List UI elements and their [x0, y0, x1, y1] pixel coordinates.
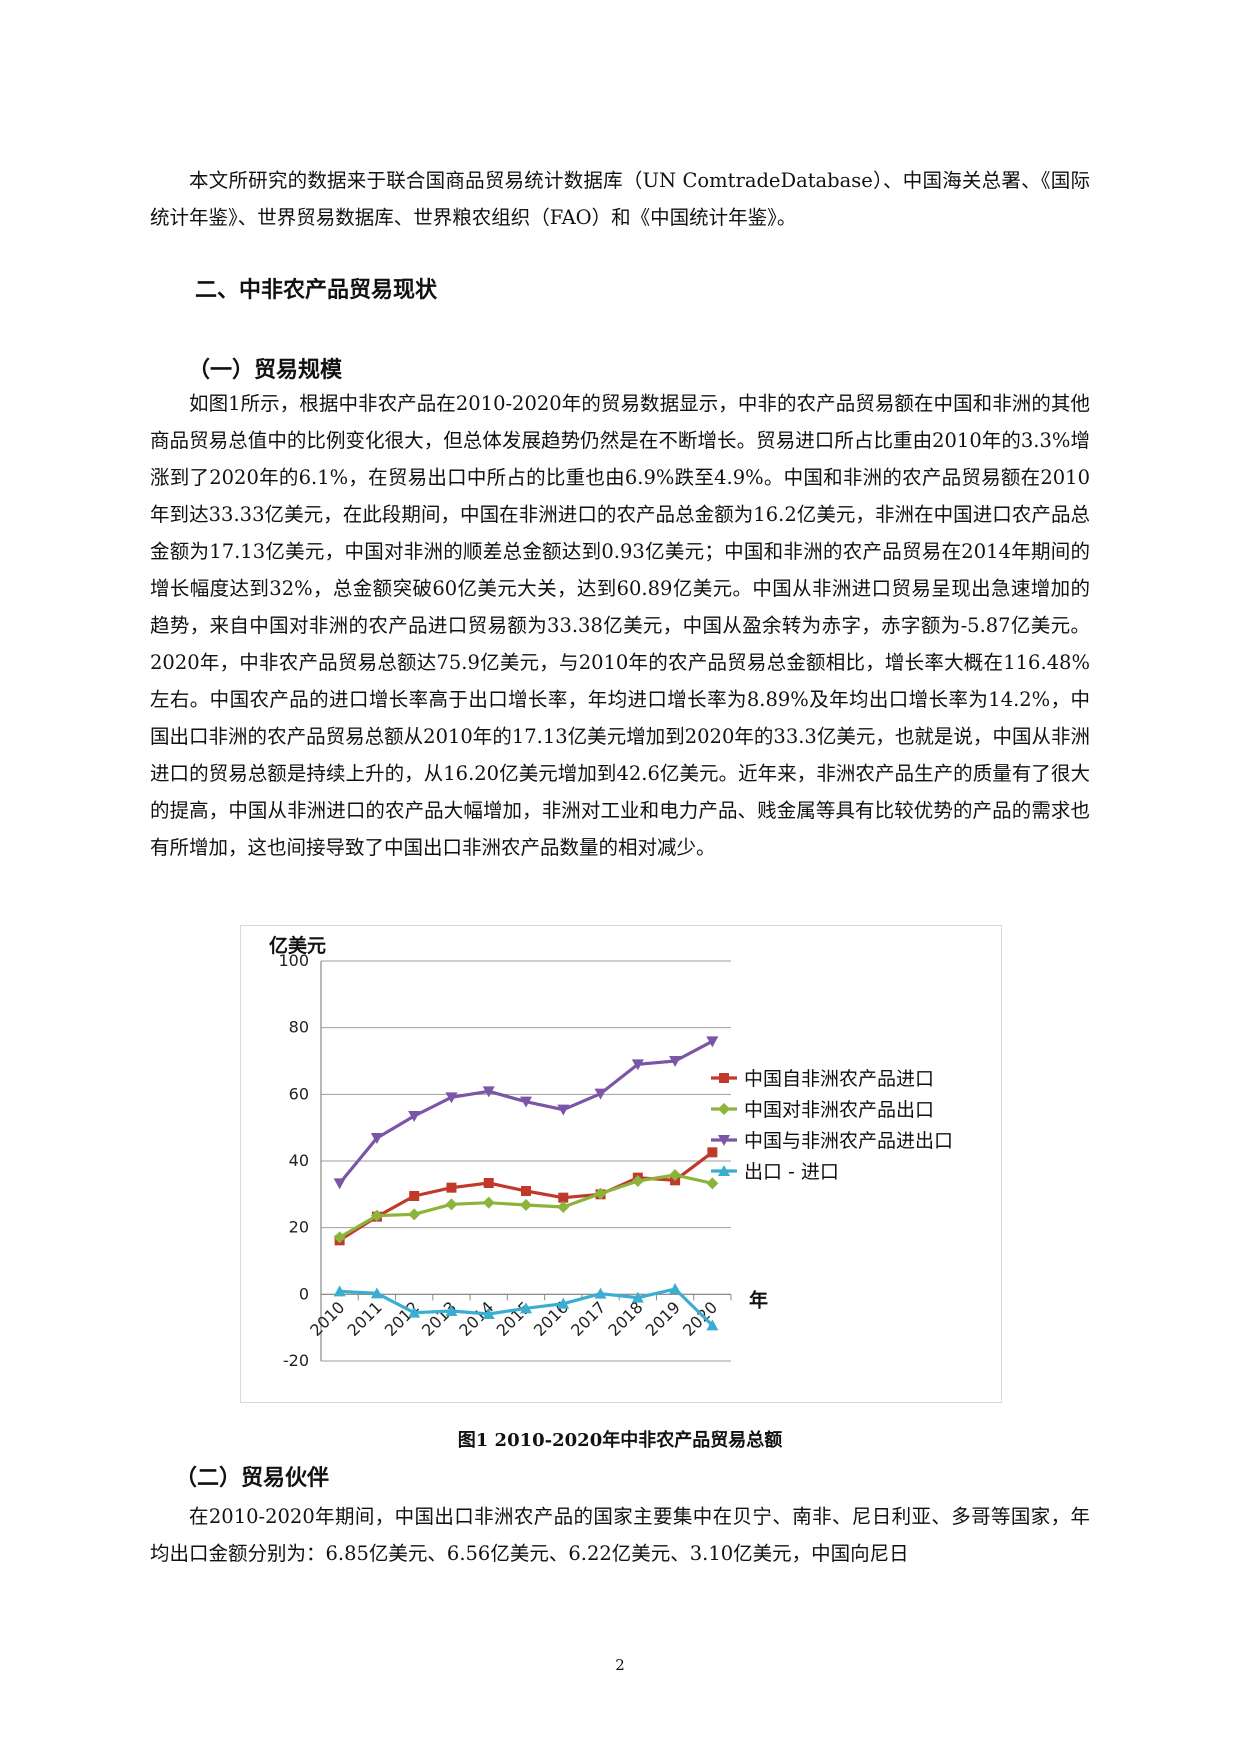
y-tick-label: 40 [289, 1151, 309, 1170]
x-tick-label: 2011 [344, 1298, 386, 1340]
data-point [408, 1208, 421, 1221]
legend-label: 中国自非洲农产品进口 [744, 1068, 934, 1090]
data-point [557, 1104, 570, 1116]
data-point [408, 1306, 421, 1318]
data-point [669, 1283, 682, 1294]
subsection-heading-scale: （一）贸易规模 [188, 358, 343, 383]
data-point [557, 1201, 570, 1213]
x-tick-label: 2017 [567, 1298, 609, 1340]
legend-marker [718, 1165, 730, 1176]
section-heading: 二、中非农产品贸易现状 [195, 278, 438, 303]
data-point [706, 1319, 719, 1331]
data-point [669, 1169, 682, 1181]
y-tick-label: 60 [289, 1084, 309, 1103]
trade-chart: -20 0 20 40 60 80 100 2010 2011 2012 2013 2014 2015 2… [240, 925, 1002, 1403]
legend-marker [719, 1073, 729, 1083]
data-point [520, 1199, 532, 1211]
x-tick-label: 2018 [604, 1298, 646, 1340]
series-line [338, 1039, 714, 1185]
data-point [706, 1177, 719, 1190]
data-point [594, 1088, 607, 1100]
figure-caption: 图1 2010-2020年中非农产品贸易总额 [457, 1430, 783, 1451]
data-point [557, 1297, 570, 1309]
series-line [338, 1151, 714, 1242]
legend-marker [718, 1135, 730, 1146]
data-point [370, 1133, 383, 1144]
y-tick-label: 100 [278, 951, 309, 970]
partners-paragraph: 在2010-2020年期间，中国出口非洲农产品的国家主要集中在贝宁、南非、尼日利… [150, 1505, 1090, 1565]
data-point [333, 1231, 346, 1244]
scale-paragraph: 如图1所示，根据中非农产品在2010-2020年的贸易数据显示，中非的农产品贸易… [150, 392, 1090, 859]
data-point [445, 1198, 458, 1211]
data-point [408, 1111, 421, 1122]
data-point [445, 1092, 458, 1104]
data-point [558, 1192, 569, 1203]
data-point [631, 1059, 644, 1071]
subsection-heading-partners: （二）贸易伙伴 [175, 1466, 330, 1491]
data-point [445, 1305, 458, 1316]
y-tick-label: 0 [299, 1284, 309, 1303]
data-point [631, 1291, 644, 1303]
data-point [409, 1191, 420, 1201]
data-point [370, 1209, 383, 1222]
data-point [594, 1287, 607, 1299]
y-tick-label: 80 [289, 1018, 309, 1037]
x-tick-label: 2013 [418, 1298, 460, 1340]
x-tick-label: 2015 [493, 1298, 535, 1340]
x-axis-title: 年 [749, 1288, 768, 1311]
data-point [520, 1096, 532, 1108]
legend-label: 中国对非洲农产品出口 [744, 1099, 934, 1121]
intro-paragraph: 本文所研究的数据来于联合国商品贸易统计数据库（UN ComtradeDataba… [150, 169, 1090, 229]
data-point [521, 1186, 531, 1196]
data-point [631, 1175, 644, 1187]
data-point [669, 1056, 682, 1067]
data-point [446, 1182, 457, 1193]
data-point [482, 1308, 495, 1319]
data-point [483, 1178, 494, 1188]
legend-label: 中国与非洲农产品进出口 [744, 1130, 953, 1152]
x-tick-label: 2012 [381, 1298, 423, 1340]
x-tick-label: 2020 [679, 1298, 721, 1340]
data-point [707, 1147, 718, 1158]
data-point [594, 1187, 607, 1200]
data-point [370, 1287, 383, 1299]
data-point [520, 1302, 532, 1314]
y-axis-title: 亿美元 [269, 934, 326, 957]
data-point [333, 1178, 346, 1190]
x-tick-label: 2010 [306, 1298, 348, 1340]
line-chart: -200204060801002010201120122013201420152… [269, 934, 953, 1370]
legend-marker [718, 1103, 730, 1115]
y-tick-label: -20 [283, 1351, 309, 1370]
page-number: 2 [615, 1656, 625, 1674]
data-point [333, 1285, 346, 1297]
data-point [482, 1086, 495, 1098]
data-point [706, 1036, 719, 1048]
y-tick-label: 20 [289, 1218, 309, 1237]
legend-label: 出口 - 进口 [744, 1161, 839, 1183]
data-point [482, 1196, 495, 1209]
x-tick-label: 2019 [642, 1298, 684, 1340]
